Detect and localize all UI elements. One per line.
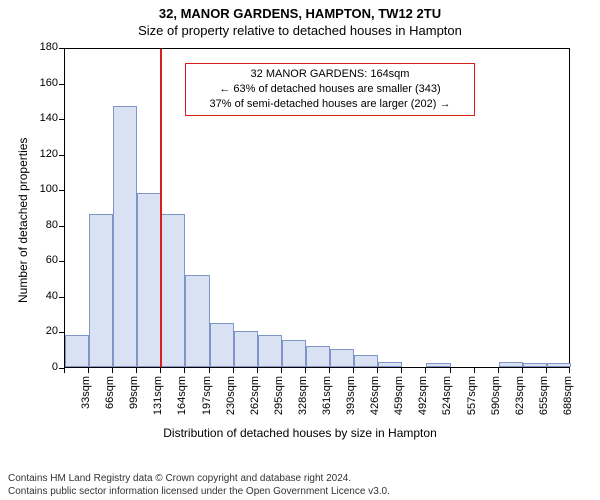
histogram-bar: [234, 331, 258, 367]
x-tick-mark: [522, 368, 523, 373]
x-tick-label: 557sqm: [466, 376, 478, 416]
y-tick-mark: [59, 332, 64, 333]
x-tick-label: 99sqm: [128, 376, 140, 416]
x-axis-label: Distribution of detached houses by size …: [0, 426, 600, 440]
page-title: 32, MANOR GARDENS, HAMPTON, TW12 2TU: [0, 6, 600, 21]
x-tick-mark: [112, 368, 113, 373]
x-tick-mark: [401, 368, 402, 373]
histogram-bar: [306, 346, 330, 367]
footer-line-1: Contains HM Land Registry data © Crown c…: [8, 472, 592, 485]
x-tick-mark: [257, 368, 258, 373]
x-tick-label: 459sqm: [393, 376, 405, 416]
x-tick-mark: [160, 368, 161, 373]
x-tick-label: 295sqm: [273, 376, 285, 416]
x-tick-mark: [474, 368, 475, 373]
y-tick-label: 40: [30, 290, 58, 302]
histogram-bar: [499, 362, 523, 367]
x-tick-label: 590sqm: [490, 376, 502, 416]
x-tick-label: 164sqm: [176, 376, 188, 416]
histogram-bar: [113, 106, 137, 367]
x-tick-label: 426sqm: [369, 376, 381, 416]
annotation-box: 32 MANOR GARDENS: 164sqm← 63% of detache…: [185, 63, 475, 116]
x-tick-mark: [450, 368, 451, 373]
histogram-bar: [210, 323, 234, 367]
x-tick-mark: [136, 368, 137, 373]
x-tick-label: 361sqm: [321, 376, 333, 416]
x-tick-label: 393sqm: [345, 376, 357, 416]
annotation-line: 37% of semi-detached houses are larger (…: [192, 97, 468, 112]
x-tick-mark: [425, 368, 426, 373]
footer-line-2: Contains public sector information licen…: [8, 485, 592, 498]
x-tick-mark: [184, 368, 185, 373]
histogram-bar: [547, 363, 571, 367]
y-tick-label: 180: [30, 41, 58, 53]
x-tick-mark: [377, 368, 378, 373]
histogram-bar: [161, 214, 185, 367]
y-tick-label: 160: [30, 77, 58, 89]
histogram-bar: [137, 193, 161, 367]
x-tick-mark: [329, 368, 330, 373]
attribution-footer: Contains HM Land Registry data © Crown c…: [0, 468, 600, 498]
y-tick-mark: [59, 190, 64, 191]
y-tick-label: 100: [30, 183, 58, 195]
x-tick-label: 655sqm: [538, 376, 550, 416]
y-tick-mark: [59, 155, 64, 156]
y-tick-mark: [59, 48, 64, 49]
x-tick-label: 262sqm: [249, 376, 261, 416]
x-tick-label: 230sqm: [225, 376, 237, 416]
x-tick-mark: [64, 368, 65, 373]
x-tick-label: 66sqm: [104, 376, 116, 416]
annotation-line: ← 63% of detached houses are smaller (34…: [192, 82, 468, 97]
x-tick-mark: [88, 368, 89, 373]
x-tick-label: 492sqm: [417, 376, 429, 416]
x-tick-label: 623sqm: [514, 376, 526, 416]
histogram-bar: [330, 349, 354, 367]
x-tick-mark: [305, 368, 306, 373]
y-tick-label: 0: [30, 361, 58, 373]
histogram-bar: [378, 362, 402, 367]
histogram-chart: Number of detached properties 32 MANOR G…: [0, 38, 600, 468]
plot-area: 32 MANOR GARDENS: 164sqm← 63% of detache…: [64, 48, 570, 368]
x-tick-label: 524sqm: [441, 376, 453, 416]
y-tick-mark: [59, 261, 64, 262]
histogram-bar: [65, 335, 89, 367]
y-tick-mark: [59, 119, 64, 120]
x-tick-label: 328sqm: [297, 376, 309, 416]
y-tick-mark: [59, 84, 64, 85]
histogram-bar: [354, 355, 378, 367]
x-tick-label: 688sqm: [562, 376, 574, 416]
x-tick-mark: [569, 368, 570, 373]
histogram-bar: [258, 335, 282, 367]
y-tick-label: 140: [30, 112, 58, 124]
x-tick-label: 131sqm: [152, 376, 164, 416]
y-tick-label: 60: [30, 254, 58, 266]
histogram-bar: [89, 214, 113, 367]
y-tick-label: 120: [30, 148, 58, 160]
y-tick-label: 80: [30, 219, 58, 231]
x-tick-mark: [546, 368, 547, 373]
x-tick-mark: [209, 368, 210, 373]
x-tick-mark: [498, 368, 499, 373]
page-subtitle: Size of property relative to detached ho…: [0, 23, 600, 38]
y-tick-mark: [59, 226, 64, 227]
histogram-bar: [282, 340, 306, 367]
histogram-bar: [426, 363, 450, 367]
x-tick-mark: [281, 368, 282, 373]
annotation-line: 32 MANOR GARDENS: 164sqm: [192, 67, 468, 82]
y-tick-mark: [59, 297, 64, 298]
x-tick-label: 197sqm: [201, 376, 213, 416]
histogram-bar: [523, 363, 547, 367]
x-tick-mark: [233, 368, 234, 373]
x-tick-mark: [353, 368, 354, 373]
reference-line: [160, 49, 162, 367]
histogram-bar: [185, 275, 209, 367]
y-tick-label: 20: [30, 325, 58, 337]
x-tick-label: 33sqm: [80, 376, 92, 416]
y-axis-label: Number of detached properties: [16, 138, 30, 303]
